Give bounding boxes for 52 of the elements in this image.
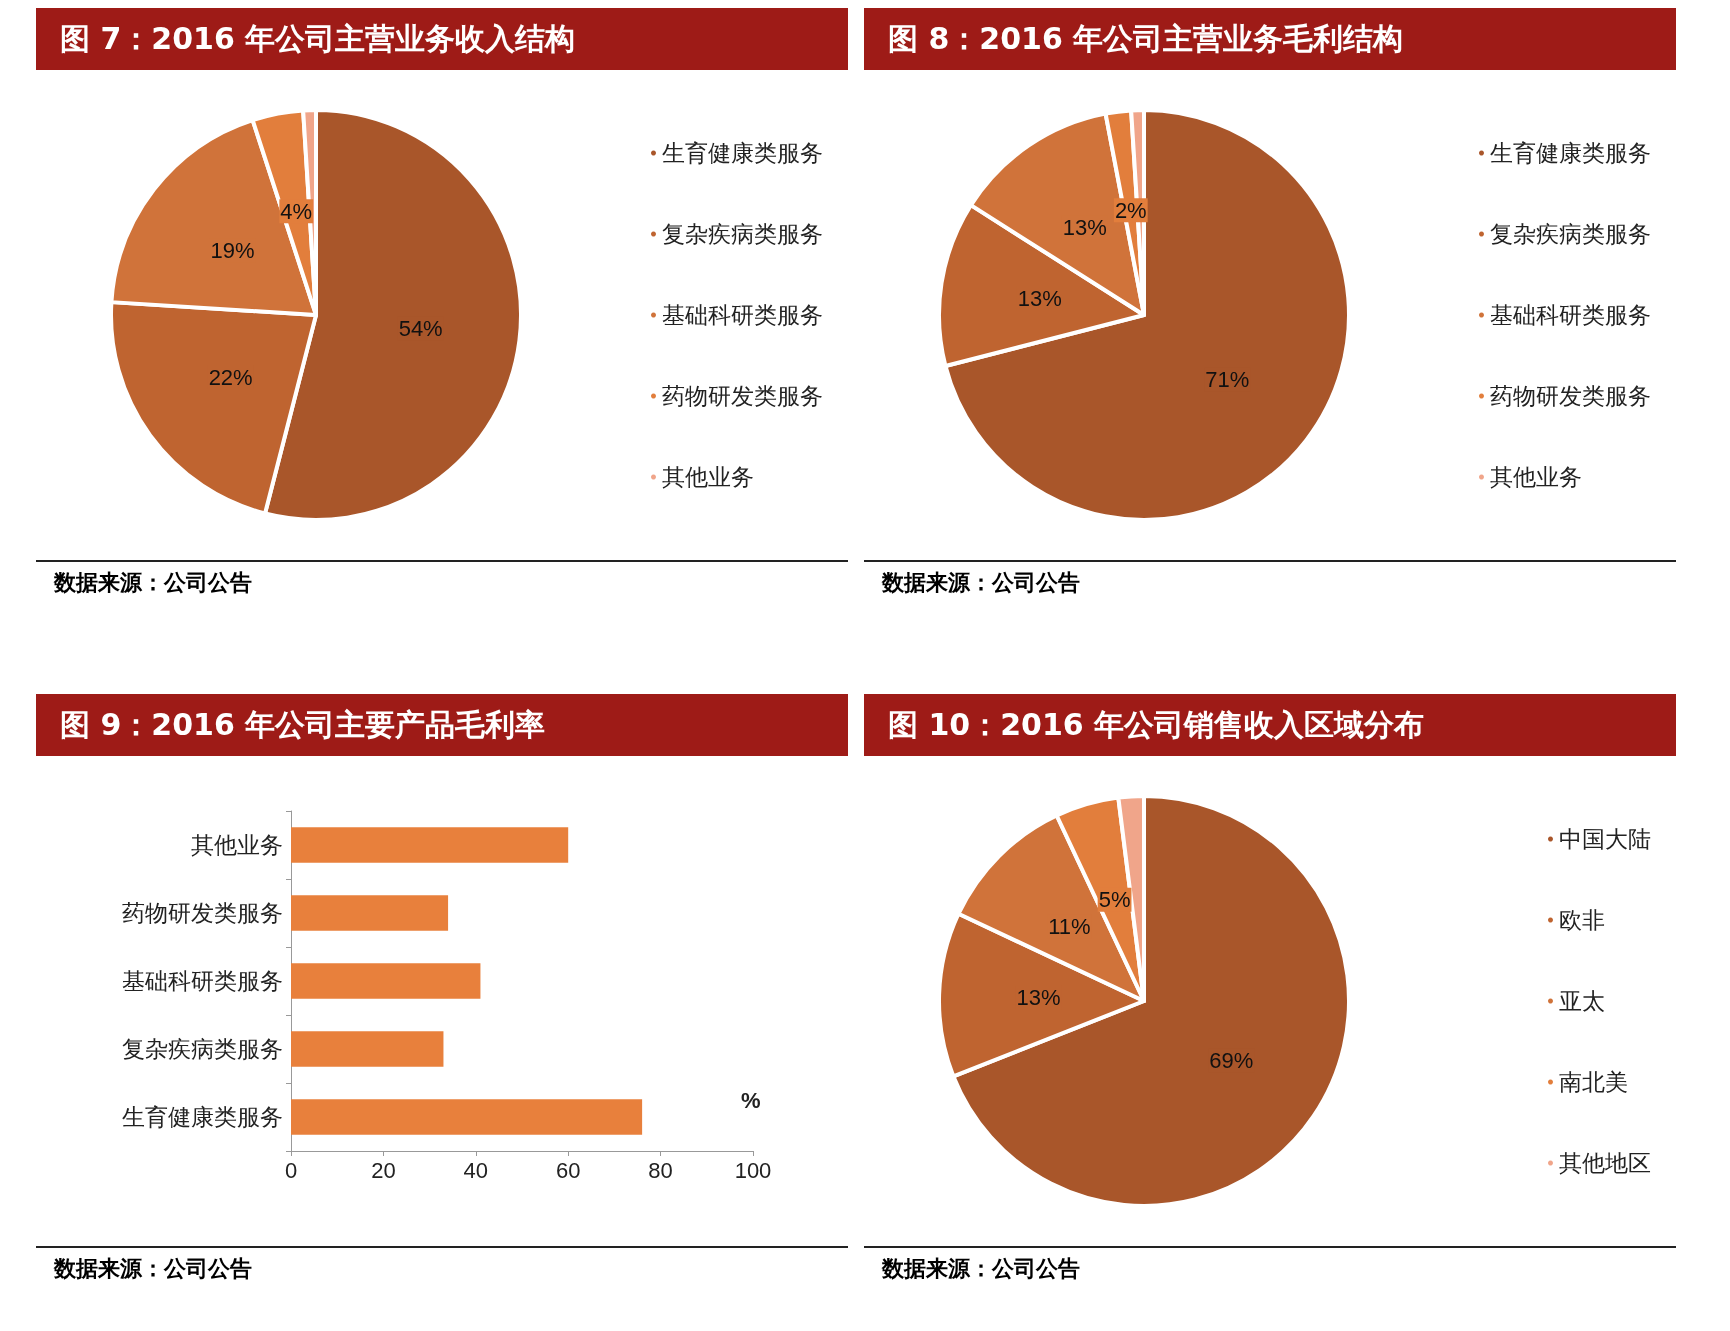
y-tick-label: 其他业务	[191, 832, 283, 858]
legend-label: 复杂疾病类服务	[1490, 221, 1651, 247]
legend-label: 药物研发类服务	[1490, 383, 1651, 409]
source-note: 数据来源：公司公告	[36, 560, 848, 598]
data-label: 11%	[1048, 913, 1091, 939]
x-tick-label: 40	[463, 1157, 489, 1183]
legend-label: 其他业务	[662, 464, 754, 490]
legend-label: 其他地区	[1559, 1150, 1651, 1176]
legend-label: 欧非	[1559, 907, 1605, 933]
data-label: 71%	[1205, 367, 1250, 393]
legend-label: 中国大陆	[1559, 826, 1651, 852]
data-label: 54%	[398, 315, 443, 341]
chart-title: 图 9：2016 年公司主要产品毛利率	[36, 694, 848, 756]
legend-label: 生育健康类服务	[662, 140, 823, 166]
source-note: 数据来源：公司公告	[864, 1246, 1676, 1284]
x-tick-label: 20	[371, 1157, 396, 1183]
bar	[291, 895, 449, 931]
x-axis-title: %	[741, 1087, 761, 1113]
legend-label: 其他业务	[1490, 464, 1582, 490]
bar	[291, 827, 569, 863]
bar	[291, 963, 481, 999]
legend-label: 生育健康类服务	[1490, 140, 1651, 166]
x-tick-label: 80	[648, 1157, 673, 1183]
data-label: 4%	[280, 198, 313, 224]
source-note: 数据来源：公司公告	[36, 1246, 848, 1284]
data-label: 13%	[1062, 215, 1107, 241]
x-tick-label: 60	[555, 1157, 581, 1183]
chart-title: 图 8：2016 年公司主营业务毛利结构	[864, 8, 1676, 70]
source-note: 数据来源：公司公告	[864, 560, 1676, 598]
legend-label: 药物研发类服务	[662, 383, 823, 409]
data-label: 2%	[1114, 197, 1147, 223]
bar	[291, 1031, 444, 1067]
data-label: 13%	[1016, 985, 1061, 1011]
bar	[291, 1099, 643, 1135]
y-tick-label: 基础科研类服务	[122, 968, 283, 994]
legend-label: 基础科研类服务	[1490, 302, 1651, 328]
x-tick-label: 0	[284, 1157, 298, 1183]
chart-title: 图 7：2016 年公司主营业务收入结构	[36, 8, 848, 70]
chart-title: 图 10：2016 年公司销售收入区域分布	[864, 694, 1676, 756]
y-tick-label: 药物研发类服务	[122, 900, 283, 926]
legend-label: 亚太	[1559, 988, 1605, 1014]
legend-label: 南北美	[1559, 1069, 1628, 1095]
data-label: 5%	[1098, 887, 1131, 913]
data-label: 19%	[210, 237, 255, 263]
x-tick-label: 100	[734, 1157, 772, 1183]
data-label: 22%	[208, 364, 253, 390]
legend-label: 基础科研类服务	[662, 302, 823, 328]
legend-label: 复杂疾病类服务	[662, 221, 823, 247]
data-label: 69%	[1209, 1047, 1254, 1073]
data-label: 13%	[1017, 286, 1062, 311]
y-tick-label: 复杂疾病类服务	[122, 1036, 283, 1062]
y-tick-label: 生育健康类服务	[122, 1104, 283, 1130]
